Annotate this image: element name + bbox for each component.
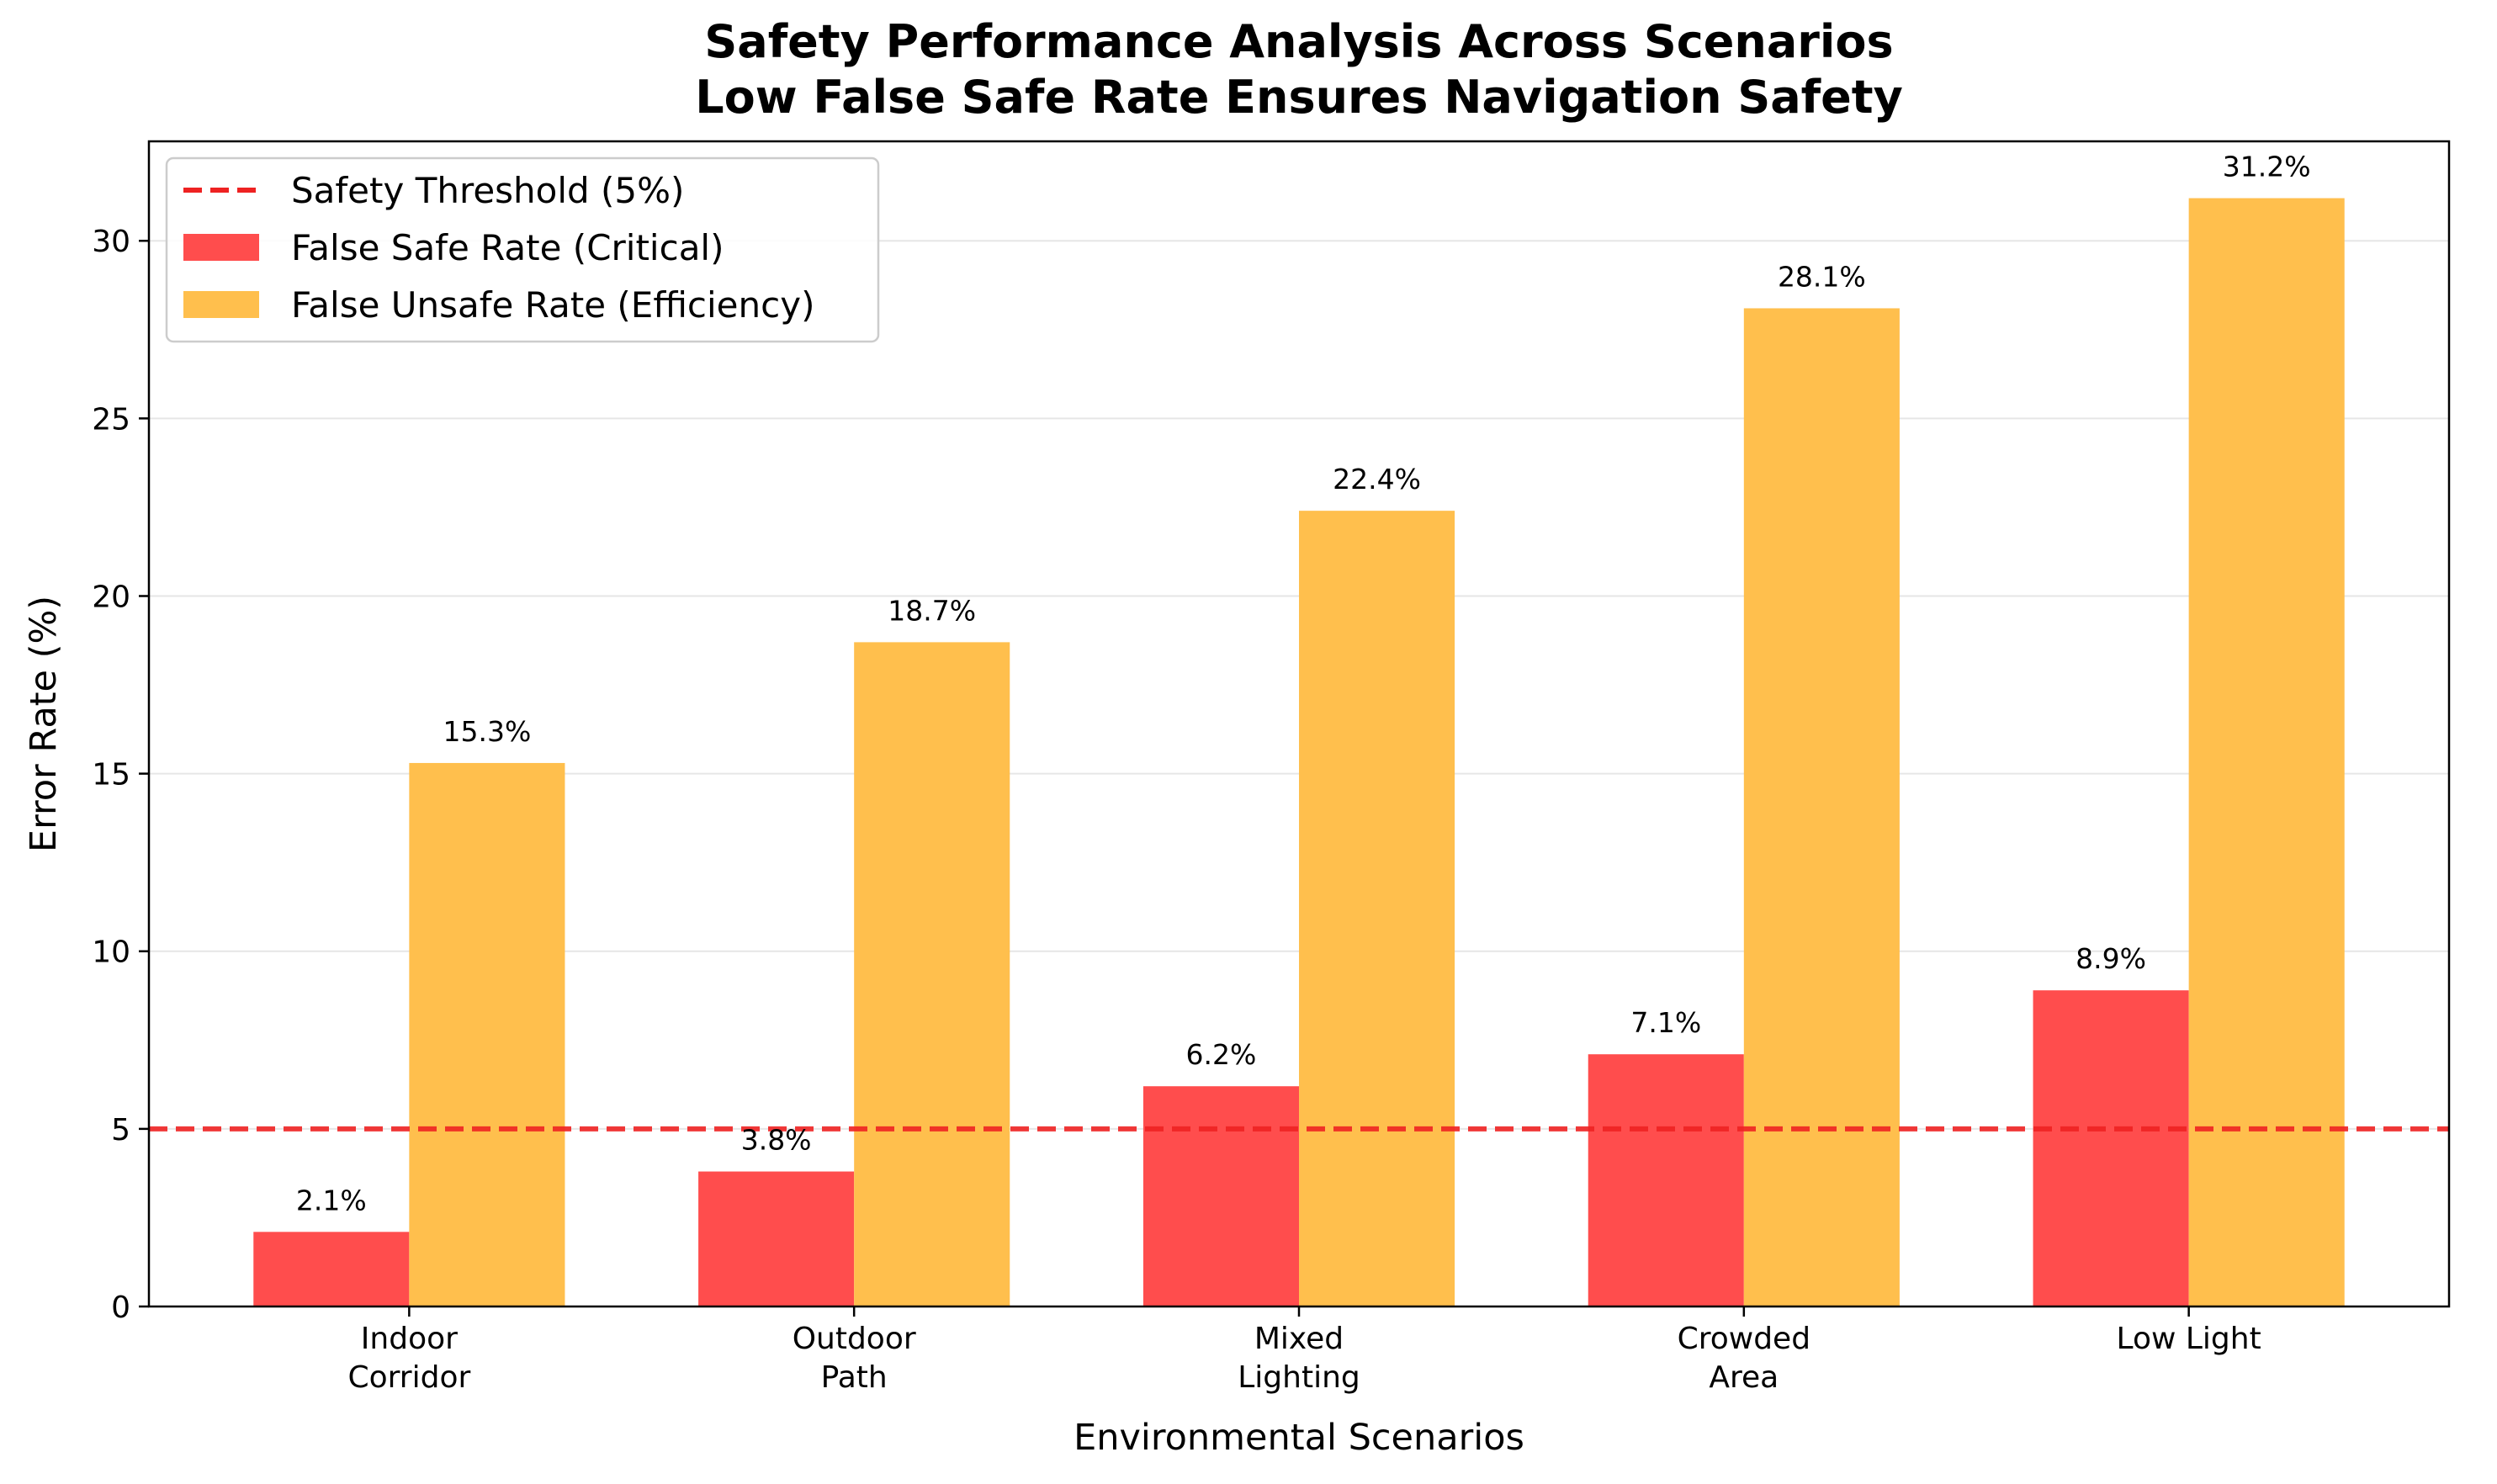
legend-entry-1: Safety Threshold (5%) bbox=[183, 170, 684, 211]
data-label: 15.3% bbox=[443, 715, 531, 748]
x-tick-label: Low Light bbox=[2117, 1322, 2261, 1356]
data-label: 3.8% bbox=[741, 1124, 812, 1157]
y-tick-label: 0 bbox=[111, 1291, 130, 1325]
legend-label: False Safe Rate (Critical) bbox=[291, 227, 724, 268]
x-tick-label: Mixed Lighting bbox=[1238, 1322, 1360, 1395]
chart-title-line-1: Safety Performance Analysis Across Scena… bbox=[704, 15, 1893, 68]
data-label: 31.2% bbox=[2223, 151, 2311, 183]
axes: 0 5 10 15 20 25 30 Indoor Corridor Outdoor Path Mix… bbox=[23, 140, 2451, 1459]
data-label: 7.1% bbox=[1630, 1006, 1701, 1039]
bar-series-2-cat-5 bbox=[2188, 198, 2345, 1306]
data-label: 28.1% bbox=[1778, 260, 1866, 293]
legend-box bbox=[165, 156, 880, 343]
bar-series-1-cat-3 bbox=[1142, 1086, 1299, 1306]
data-label: 22.4% bbox=[1333, 463, 1421, 496]
legend: Safety Threshold (5%) False Safe Rate (Cr… bbox=[165, 156, 880, 343]
bar-series-2-cat-2 bbox=[854, 642, 1010, 1306]
data-label: 6.2% bbox=[1186, 1038, 1257, 1071]
legend-entry-3: False Unsafe Rate (Efficiency) bbox=[183, 284, 814, 326]
bar-series-1-cat-2 bbox=[698, 1171, 855, 1306]
legend-entry-2: False Safe Rate (Critical) bbox=[183, 227, 724, 268]
legend-label: False Unsafe Rate (Efficiency) bbox=[291, 284, 814, 326]
bar-series-1-cat-4 bbox=[1588, 1054, 1744, 1306]
y-tick-label: 5 bbox=[111, 1113, 130, 1147]
legend-swatch bbox=[183, 234, 259, 261]
y-tick-label: 25 bbox=[92, 402, 130, 437]
y-tick-label: 15 bbox=[92, 758, 130, 792]
x-tick-label: Outdoor Path bbox=[793, 1322, 916, 1395]
y-tick-label: 10 bbox=[92, 935, 130, 970]
chart-title-line-2: Low False Safe Rate Ensures Navigation S… bbox=[695, 71, 1903, 124]
chart-title: Safety Performance Analysis Across Scena… bbox=[695, 15, 1903, 124]
y-tick-label: 20 bbox=[92, 580, 130, 614]
x-tick-label: Crowded Area bbox=[1678, 1322, 1810, 1395]
data-label: 8.9% bbox=[2076, 942, 2146, 975]
y-axis-label: Error Rate (%) bbox=[23, 596, 65, 852]
bars bbox=[253, 198, 2345, 1307]
x-axis-label: Environmental Scenarios bbox=[1074, 1417, 1524, 1459]
data-label: 2.1% bbox=[296, 1184, 367, 1216]
x-tick-label: Indoor Corridor bbox=[347, 1322, 470, 1395]
bar-series-2-cat-1 bbox=[409, 762, 565, 1306]
bar-series-2-cat-3 bbox=[1299, 511, 1455, 1306]
bar-series-1-cat-1 bbox=[253, 1232, 410, 1306]
bar-series-2-cat-4 bbox=[1743, 308, 1900, 1307]
data-labels: 2.1% 3.8% 6.2% 7.1% 8.9% 15.3% 18.7% 22.4% 28.1%… bbox=[296, 151, 2311, 1217]
y-tick-label: 30 bbox=[92, 225, 130, 259]
bar-series-1-cat-5 bbox=[2033, 990, 2189, 1306]
data-label: 18.7% bbox=[888, 594, 976, 627]
legend-label: Safety Threshold (5%) bbox=[291, 170, 684, 211]
legend-swatch bbox=[183, 291, 259, 318]
